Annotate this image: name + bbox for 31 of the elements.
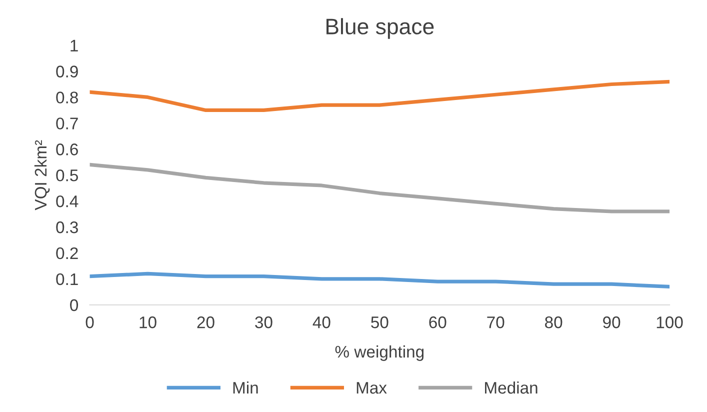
y-axis-title: VQI 2km² xyxy=(34,140,50,210)
x-axis-title: % weighting xyxy=(335,345,424,361)
y-tick-label: 0.1 xyxy=(56,273,78,286)
y-tick-label: 0.3 xyxy=(56,221,78,234)
y-tick-label: 1 xyxy=(70,40,78,52)
x-tick-label: 0 xyxy=(86,316,94,328)
legend-label: Min xyxy=(233,381,258,394)
line-series xyxy=(90,80,670,112)
x-tick-label: 40 xyxy=(312,316,330,328)
x-tick-label: 60 xyxy=(429,316,446,328)
y-tick-label: 0.2 xyxy=(56,247,78,260)
y-tick-label: 0.6 xyxy=(56,144,78,156)
legend-label: Median xyxy=(485,381,538,394)
x-tick-label: 30 xyxy=(255,316,272,328)
x-tick-label: 90 xyxy=(603,316,620,328)
line-series xyxy=(90,162,670,214)
x-tick-label: 10 xyxy=(140,316,156,328)
chart-title: Blue space xyxy=(326,18,434,39)
legend-label: Max xyxy=(356,382,387,394)
x-tick-label: 20 xyxy=(197,316,214,328)
y-tick-label: 0.5 xyxy=(56,170,78,182)
x-tick-label: 80 xyxy=(545,316,562,328)
line-series xyxy=(90,272,670,289)
x-tick-label: 70 xyxy=(487,316,504,328)
y-tick-label: 0.4 xyxy=(56,195,78,208)
x-tick-label: 50 xyxy=(371,316,388,328)
y-tick-label: 0 xyxy=(70,299,78,312)
y-tick-label: 0.8 xyxy=(56,92,78,104)
y-tick-label: 0.9 xyxy=(56,66,78,78)
x-tick-label: 100 xyxy=(656,316,683,328)
y-tick-label: 0.7 xyxy=(56,118,78,130)
